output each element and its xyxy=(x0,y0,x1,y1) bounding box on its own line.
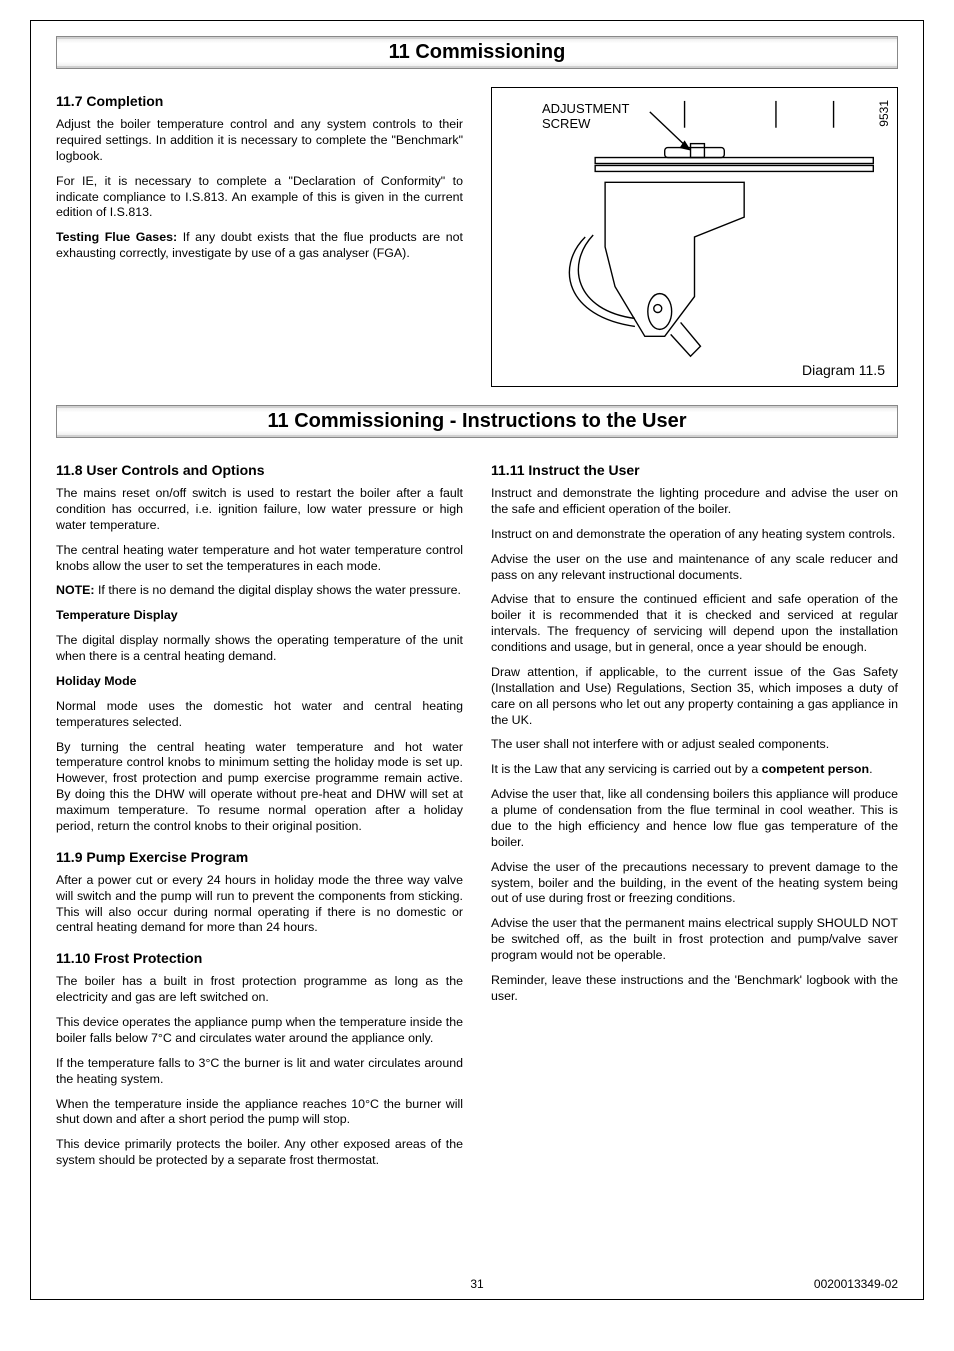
p-11-10-a: The boiler has a built in frost protecti… xyxy=(56,974,463,1006)
p-11-8-hm-a: Normal mode uses the domestic hot water … xyxy=(56,699,463,731)
heading-11-10: 11.10 Frost Protection xyxy=(56,950,463,966)
upper-left-col: 11.7 Completion Adjust the boiler temper… xyxy=(56,87,463,387)
p-11-8-td: The digital display normally shows the o… xyxy=(56,633,463,665)
p-11-11-k: Reminder, leave these instructions and t… xyxy=(491,973,898,1005)
page-frame: 11 Commissioning 11.7 Completion Adjust … xyxy=(30,20,924,1300)
p-11-10-e: This device primarily protects the boile… xyxy=(56,1137,463,1169)
p-11-8-note-rest: If there is no demand the digital displa… xyxy=(95,583,461,597)
p-11-11-f: The user shall not interfere with or adj… xyxy=(491,737,898,753)
p-11-11-i: Advise the user of the precautions neces… xyxy=(491,860,898,908)
p-11-11-g: It is the Law that any servicing is carr… xyxy=(491,762,898,778)
p-11-11-g-post: . xyxy=(869,762,872,776)
p-11-10-b: This device operates the appliance pump … xyxy=(56,1015,463,1047)
p-11-8-note: NOTE: If there is no demand the digital … xyxy=(56,583,463,599)
p-11-7-b: For IE, it is necessary to complete a "D… xyxy=(56,174,463,222)
p-11-11-e: Draw attention, if applicable, to the cu… xyxy=(491,665,898,729)
section-title-1-box: 11 Commissioning xyxy=(56,36,898,69)
p-11-8-note-bold: NOTE: xyxy=(56,583,95,597)
p-11-11-b: Instruct on and demonstrate the operatio… xyxy=(491,527,898,543)
footer-doc-number: 0020013349-02 xyxy=(814,1277,898,1291)
p-11-7-a: Adjust the boiler temperature control an… xyxy=(56,117,463,165)
section-title-2: 11 Commissioning - Instructions to the U… xyxy=(268,410,687,432)
p-11-11-c: Advise the user on the use and maintenan… xyxy=(491,552,898,584)
section-title-2-box: 11 Commissioning - Instructions to the U… xyxy=(56,405,898,438)
p-11-11-a: Instruct and demonstrate the lighting pr… xyxy=(491,486,898,518)
p-11-11-j: Advise the user that the permanent mains… xyxy=(491,916,898,964)
p-11-11-d: Advise that to ensure the continued effi… xyxy=(491,592,898,656)
diagram-svg xyxy=(492,88,897,386)
p-11-8-hm-b: By turning the central heating water tem… xyxy=(56,740,463,835)
upper-right-col: ADJUSTMENT SCREW 9531 Diagram 11.5 xyxy=(491,87,898,387)
p-11-11-g-pre: It is the Law that any servicing is carr… xyxy=(491,762,762,776)
footer-page-number: 31 xyxy=(470,1277,483,1291)
lower-right-col: 11.11 Instruct the User Instruct and dem… xyxy=(491,456,898,1178)
heading-11-9: 11.9 Pump Exercise Program xyxy=(56,849,463,865)
p-11-11-h: Advise the user that, like all condensin… xyxy=(491,787,898,851)
p-11-8-b: The central heating water temperature an… xyxy=(56,543,463,575)
section-title-1: 11 Commissioning xyxy=(389,41,566,63)
heading-11-11: 11.11 Instruct the User xyxy=(491,462,898,478)
lower-columns: 11.8 User Controls and Options The mains… xyxy=(56,456,898,1178)
p-11-10-d: When the temperature inside the applianc… xyxy=(56,1097,463,1129)
p-11-11-g-bold: competent person xyxy=(762,762,869,776)
diagram-11-5: ADJUSTMENT SCREW 9531 Diagram 11.5 xyxy=(491,87,898,387)
p-11-10-c: If the temperature falls to 3°C the burn… xyxy=(56,1056,463,1088)
p-11-8-a: The mains reset on/off switch is used to… xyxy=(56,486,463,534)
p-11-7-c: Testing Flue Gases: If any doubt exists … xyxy=(56,230,463,262)
upper-columns: 11.7 Completion Adjust the boiler temper… xyxy=(56,87,898,387)
temp-display-heading: Temperature Display xyxy=(56,608,463,624)
heading-11-8: 11.8 User Controls and Options xyxy=(56,462,463,478)
p-11-7-c-bold: Testing Flue Gases: xyxy=(56,230,177,244)
p-11-9: After a power cut or every 24 hours in h… xyxy=(56,873,463,937)
lower-left-col: 11.8 User Controls and Options The mains… xyxy=(56,456,463,1178)
holiday-mode-heading: Holiday Mode xyxy=(56,674,463,690)
heading-11-7: 11.7 Completion xyxy=(56,93,463,109)
